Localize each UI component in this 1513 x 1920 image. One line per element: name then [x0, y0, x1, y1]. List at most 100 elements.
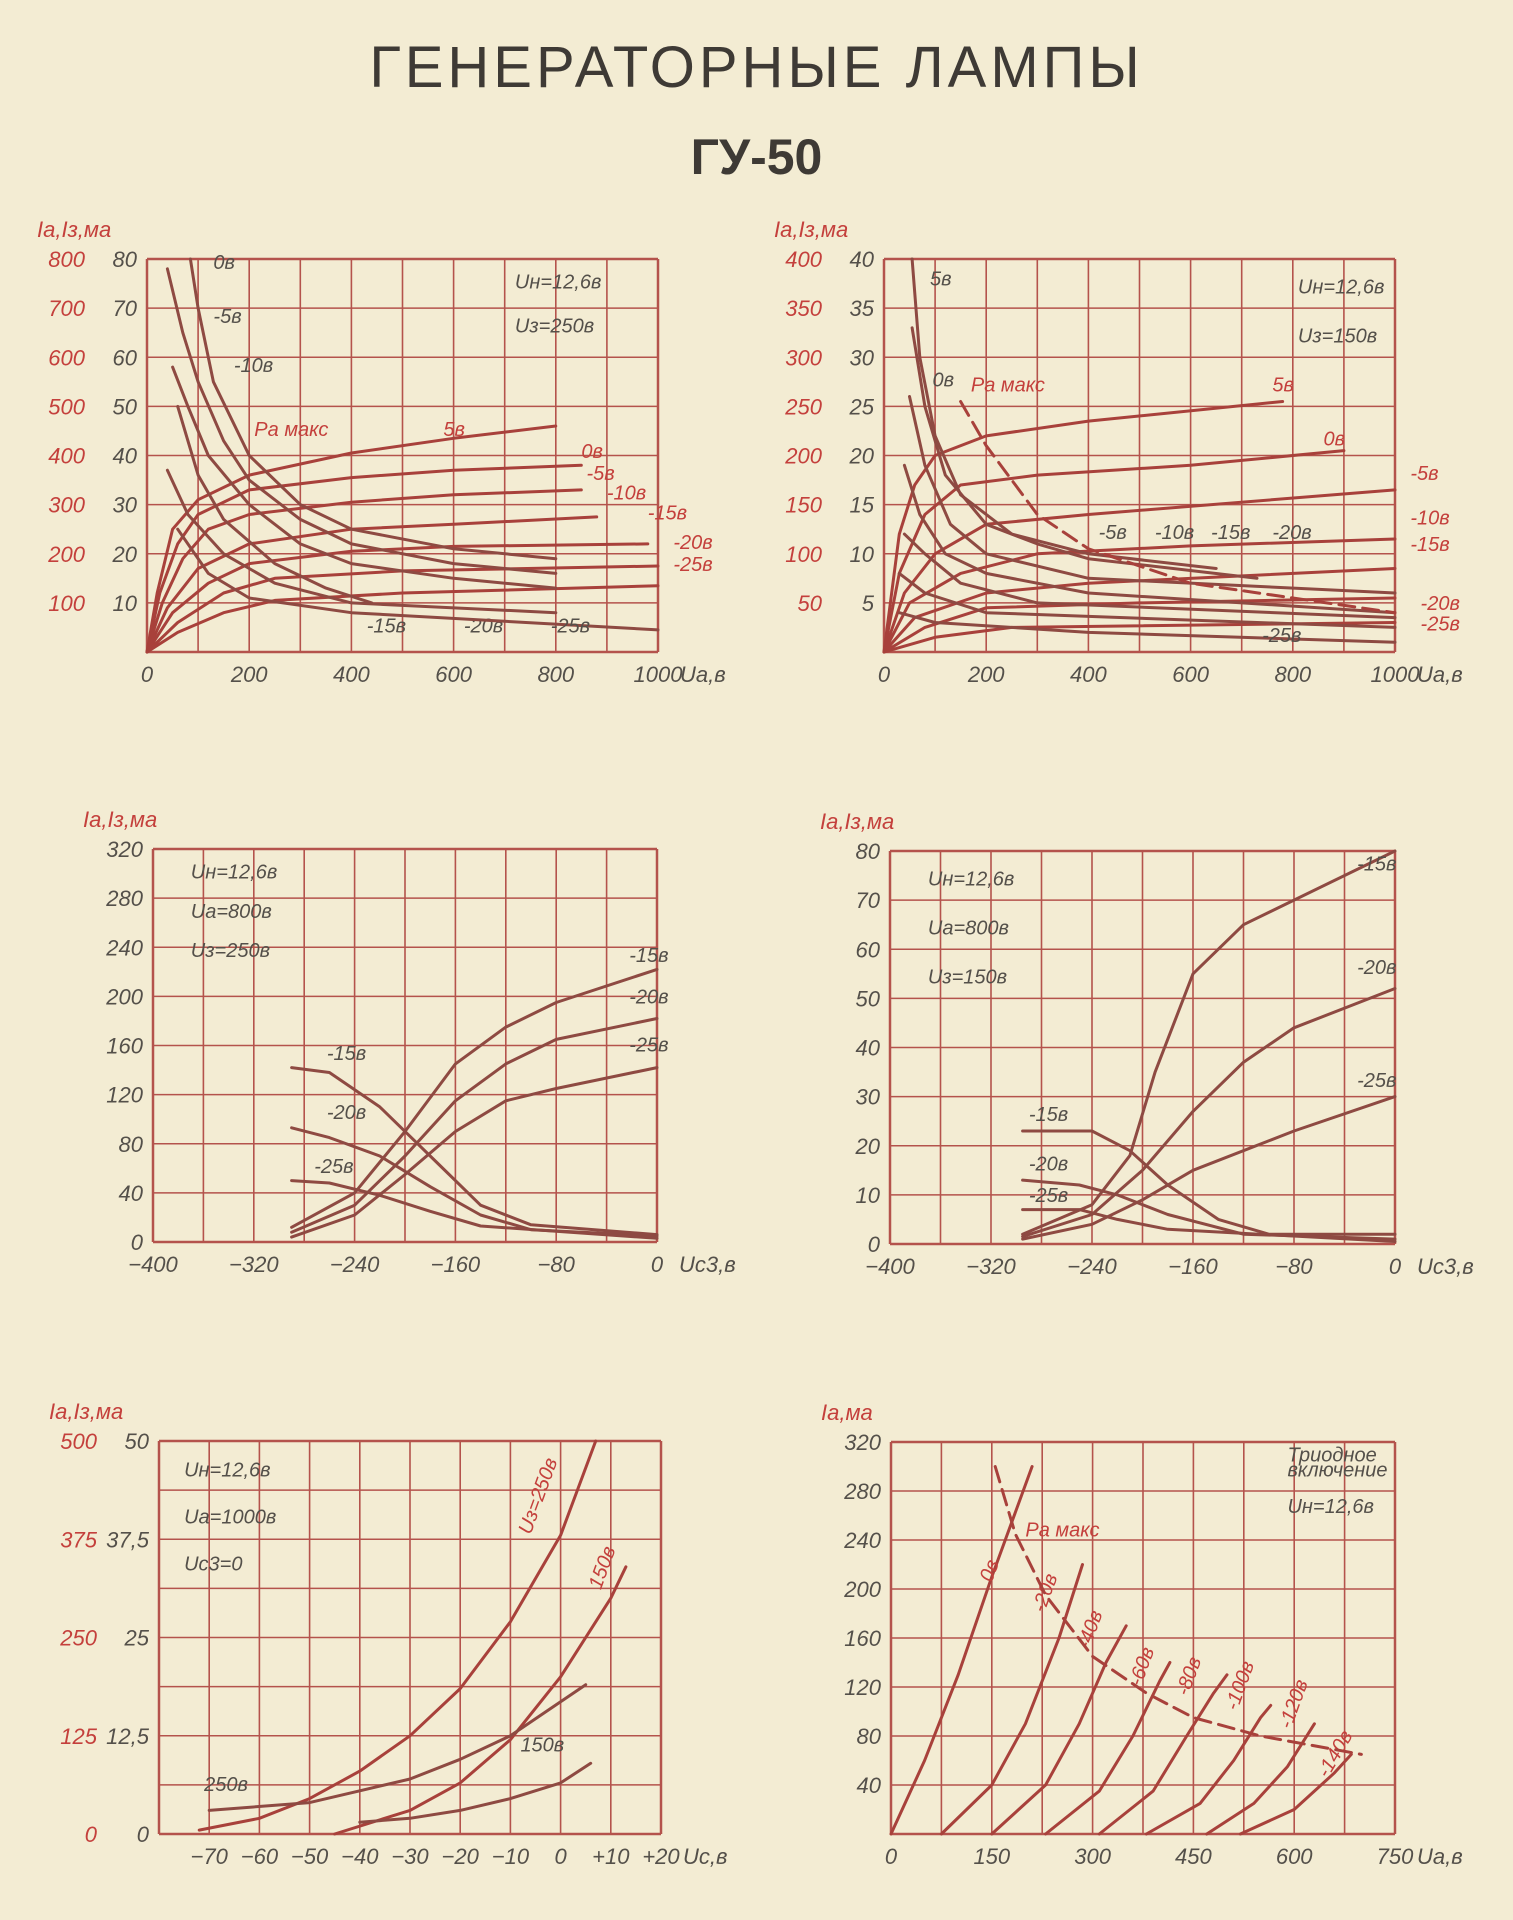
series-label: -5в — [1099, 522, 1127, 544]
y-tick-label: 25 — [124, 1626, 150, 1651]
series-label: -20в — [673, 532, 712, 554]
y2-tick-label: 200 — [47, 542, 85, 567]
series-line — [290, 1066, 659, 1239]
x-tick-label: −10 — [492, 1844, 530, 1869]
series-line — [1044, 1661, 1172, 1836]
series-label: -15в — [327, 1043, 366, 1065]
series-line — [1144, 1703, 1273, 1836]
y-tick-label: 25 — [849, 394, 875, 419]
series-line — [290, 967, 659, 1229]
series-label: -20в — [629, 987, 668, 1009]
y2-tick-label: 200 — [784, 444, 822, 469]
series-label: -5в — [1410, 463, 1438, 485]
x-axis-label: Uc,в — [683, 1844, 727, 1869]
series-label: -20в — [1421, 593, 1460, 615]
series-label: -25в — [1357, 1070, 1396, 1092]
series-label: -25в — [1421, 613, 1460, 635]
series-line — [993, 1465, 1363, 1756]
y2-tick-label: 100 — [785, 542, 822, 567]
series-line — [145, 424, 558, 654]
series-line — [889, 1465, 1034, 1836]
x-tick-label: −50 — [291, 1844, 329, 1869]
series-label: -15в — [1211, 522, 1250, 544]
chart-3: −400 −320 −240 −160 −80 0 Uc3,в 0 40 80 120 160 200 2… — [83, 807, 736, 1277]
y2-tick-label: 800 — [48, 247, 85, 272]
x-tick-label: 150 — [973, 1844, 1010, 1869]
series-label: 5в — [930, 269, 952, 291]
series-label: 150в — [520, 1734, 564, 1756]
series-line — [333, 1565, 628, 1836]
x-tick-label: −40 — [341, 1844, 379, 1869]
series-line — [1021, 1208, 1397, 1243]
series-label: -80в — [1172, 1654, 1206, 1699]
series-line — [910, 326, 1259, 580]
page-subtitle: ГУ-50 — [690, 129, 823, 185]
x-tick-label: −240 — [330, 1252, 380, 1277]
series-line — [165, 267, 558, 575]
series-line — [902, 463, 1397, 615]
series-label: -10в — [607, 483, 646, 505]
y-tick-label: 50 — [125, 1429, 150, 1454]
series-line — [990, 1624, 1128, 1836]
series-label: -15в — [1029, 1104, 1068, 1126]
series-line — [882, 400, 1285, 654]
y-tick-label: 160 — [106, 1034, 143, 1059]
parameter-label: Uа=800в — [928, 918, 1009, 940]
series-line — [197, 1439, 598, 1832]
y-tick-label: 240 — [105, 935, 143, 960]
x-tick-label: −320 — [229, 1252, 279, 1277]
parameter-label: Uз=250в — [515, 316, 594, 338]
series-line — [176, 527, 660, 632]
x-tick-label: 0 — [651, 1252, 664, 1277]
series-label: -20в — [1272, 522, 1311, 544]
y-axis-label: Iа,Iз,ма — [774, 217, 848, 242]
y-tick-label: 5 — [862, 591, 875, 616]
series-label: -10в — [1410, 507, 1449, 529]
series-line — [897, 611, 1397, 644]
y-axis-label: Iа,Iз,ма — [83, 807, 157, 832]
page-title: ГЕНЕРАТОРНЫЕ ЛАМПЫ — [369, 35, 1144, 100]
y-tick-label: 15 — [850, 493, 875, 518]
y-tick-label: 0 — [868, 1232, 881, 1257]
y-tick-label: 40 — [850, 247, 875, 272]
y2-tick-label: 100 — [48, 591, 85, 616]
parameter-label: Uа=800в — [191, 901, 272, 923]
y-tick-label: 10 — [113, 591, 138, 616]
x-tick-label: 0 — [554, 1844, 567, 1869]
y-tick-label: 35 — [850, 296, 875, 321]
series-label: -5в — [586, 463, 614, 485]
parameter-label: Uа=1000в — [184, 1507, 276, 1529]
series-label: -100в — [1221, 1658, 1259, 1713]
y-axis-label: Iа,ма — [821, 1400, 873, 1425]
parameter-label: Uн=12,6в — [1298, 276, 1385, 298]
series-line — [882, 488, 1397, 654]
x-tick-label: −80 — [1275, 1254, 1313, 1279]
y-tick-label: 70 — [856, 888, 881, 913]
chart-5: −70 −60 −50 −40 −30 −20 −10 0 +10 +20 Uc,в 0 12,5 25 3… — [49, 1399, 727, 1869]
series-label: -25в — [314, 1156, 353, 1178]
y-tick-label: 20 — [849, 444, 875, 469]
y2-tick-label: 50 — [798, 591, 823, 616]
series-line — [145, 488, 583, 654]
y-tick-label: 40 — [856, 1036, 881, 1061]
x-tick-label: −400 — [865, 1254, 915, 1279]
y-tick-label: 50 — [856, 986, 881, 1011]
x-tick-label: +10 — [592, 1844, 630, 1869]
y2-tick-label: 500 — [60, 1429, 97, 1454]
x-tick-label: 200 — [230, 662, 268, 687]
y2-tick-label: 600 — [48, 345, 85, 370]
series-label: 5в — [443, 419, 465, 441]
y2-tick-label: 300 — [785, 345, 822, 370]
series-line — [1021, 849, 1397, 1236]
chart-4: −400 −320 −240 −160 −80 0 Uc3,в 0 10 20 30 40 50 60 70… — [820, 809, 1474, 1279]
series-line — [290, 1017, 659, 1234]
series-line — [902, 532, 1397, 620]
series-label: -120в — [1275, 1677, 1313, 1732]
x-tick-label: −20 — [442, 1844, 480, 1869]
x-axis-label: Uc3,в — [679, 1252, 736, 1277]
series-label: -40в — [1073, 1607, 1107, 1652]
y-tick-label: 320 — [844, 1430, 881, 1455]
x-tick-label: −70 — [191, 1844, 229, 1869]
parameter-label: Uз=150в — [928, 967, 1007, 989]
